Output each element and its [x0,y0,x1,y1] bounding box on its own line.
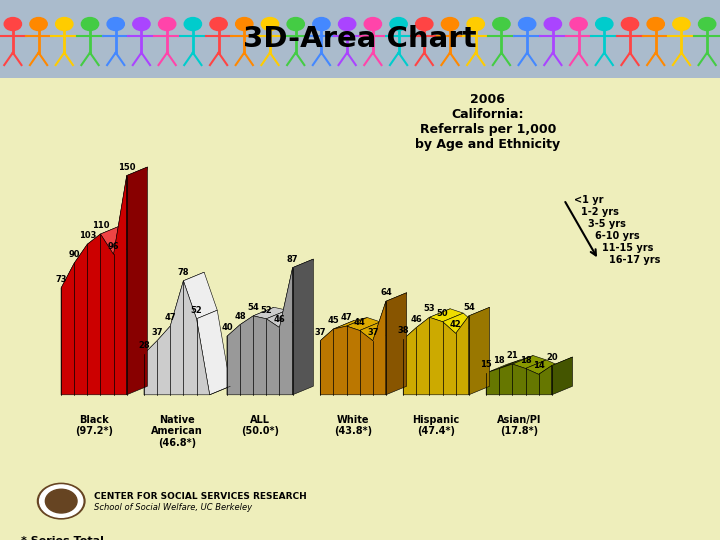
Text: 18: 18 [520,355,531,364]
Text: ALL
(50.0*): ALL (50.0*) [240,415,279,436]
Circle shape [132,17,150,30]
Text: 87: 87 [287,255,298,264]
Text: School of Social Welfare, UC Berkeley: School of Social Welfare, UC Berkeley [94,503,252,512]
Polygon shape [360,322,394,341]
Circle shape [390,17,408,30]
Circle shape [698,17,716,30]
Text: 14: 14 [533,361,544,370]
Text: CENTER FOR SOCIAL SERVICES RESEARCH: CENTER FOR SOCIAL SERVICES RESEARCH [94,492,306,501]
Text: 54: 54 [463,303,474,312]
FancyBboxPatch shape [0,0,720,78]
Circle shape [621,17,639,30]
Circle shape [570,17,588,30]
Text: Black
(97.2*): Black (97.2*) [75,415,113,436]
Text: 40: 40 [221,323,233,332]
Polygon shape [266,310,300,328]
Polygon shape [386,293,407,395]
Text: 37: 37 [315,328,326,337]
Text: 44: 44 [354,318,366,327]
Circle shape [107,17,125,30]
Text: 73: 73 [55,275,67,284]
Text: 20: 20 [546,353,557,362]
Text: 1-2 yrs: 1-2 yrs [581,207,619,217]
Text: Hispanic
(47.4*): Hispanic (47.4*) [413,415,459,436]
Polygon shape [403,316,469,395]
Polygon shape [170,272,204,326]
Circle shape [81,17,99,30]
Circle shape [364,17,382,30]
Polygon shape [513,355,546,368]
Polygon shape [127,167,148,395]
Circle shape [37,483,85,519]
Circle shape [672,17,690,30]
Polygon shape [429,309,464,322]
Polygon shape [552,357,572,395]
Polygon shape [486,360,520,373]
Text: 42: 42 [450,320,462,329]
Text: 46: 46 [274,315,285,323]
Polygon shape [279,259,313,328]
Circle shape [492,17,510,30]
Polygon shape [227,268,292,395]
Circle shape [40,485,83,517]
Polygon shape [469,307,490,395]
Text: 110: 110 [91,221,109,230]
Circle shape [261,17,279,30]
Polygon shape [456,307,490,333]
Circle shape [55,17,73,30]
Text: 45: 45 [328,316,339,325]
Polygon shape [210,386,230,395]
Circle shape [287,17,305,30]
Polygon shape [101,225,135,254]
Circle shape [544,17,562,30]
Polygon shape [320,301,386,395]
Polygon shape [292,259,313,395]
Polygon shape [61,176,127,395]
Text: 50: 50 [437,309,449,318]
Polygon shape [74,235,108,264]
Text: 48: 48 [234,312,246,321]
Text: 52: 52 [191,306,202,315]
Polygon shape [114,167,148,254]
Polygon shape [346,318,380,330]
Text: Asian/PI
(17.8*): Asian/PI (17.8*) [497,415,541,436]
Polygon shape [320,320,354,341]
Text: 54: 54 [248,303,259,312]
Circle shape [467,17,485,30]
Circle shape [4,17,22,30]
Polygon shape [87,225,121,244]
Polygon shape [197,310,230,395]
Polygon shape [526,360,559,374]
Text: 16-17 yrs: 16-17 yrs [609,255,660,265]
Text: 90: 90 [68,250,80,259]
Polygon shape [157,318,191,341]
Polygon shape [240,307,274,325]
Polygon shape [61,255,95,288]
Text: 47: 47 [164,313,176,322]
Text: 46: 46 [410,315,422,323]
Text: 3-5 yrs: 3-5 yrs [588,219,626,228]
Polygon shape [144,332,178,354]
Text: 3D-Area Chart: 3D-Area Chart [243,25,477,53]
Polygon shape [416,309,450,328]
Circle shape [158,17,176,30]
Circle shape [45,489,77,513]
Text: 6-10 yrs: 6-10 yrs [595,231,639,241]
Text: 21: 21 [507,351,518,360]
Circle shape [415,17,433,30]
Circle shape [30,17,48,30]
Text: <1 yr: <1 yr [575,194,604,205]
Text: 38: 38 [397,326,409,335]
Circle shape [518,17,536,30]
Text: * Series Total: * Series Total [22,536,104,540]
Circle shape [595,17,613,30]
Text: 103: 103 [78,231,96,240]
Text: 78: 78 [178,268,189,277]
Text: 64: 64 [380,288,392,298]
Polygon shape [184,272,217,319]
Text: 28: 28 [138,341,150,350]
Text: 37: 37 [151,328,163,337]
Circle shape [338,17,356,30]
Polygon shape [443,313,477,333]
